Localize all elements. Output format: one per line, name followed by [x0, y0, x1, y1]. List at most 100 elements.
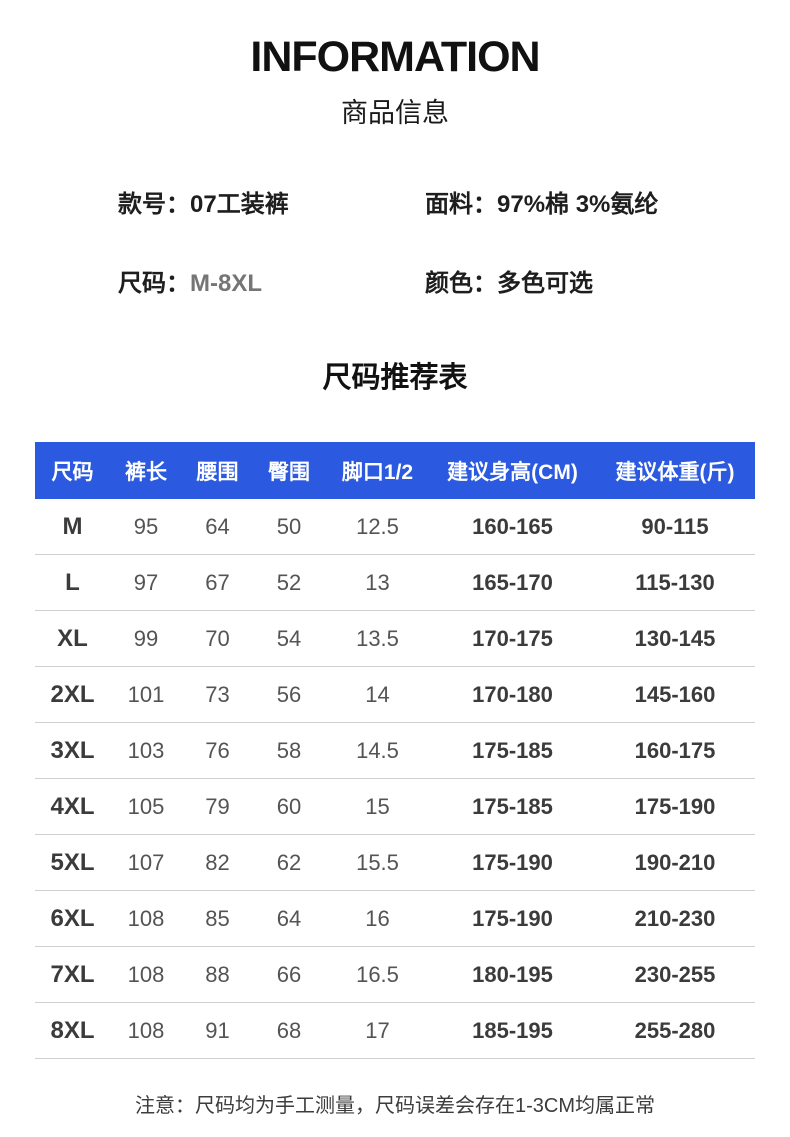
cell-weight: 210-230 — [634, 905, 716, 931]
product-info: 款号：07工装裤 面料：97%棉 3%氨纶 尺码：M-8XL 颜色：多色可选 — [118, 184, 790, 298]
cell-waist: 88 — [205, 961, 230, 987]
page-title: INFORMATION — [250, 33, 540, 81]
cell-height: 185-195 — [472, 1017, 553, 1043]
cell-waist: 64 — [205, 513, 230, 539]
cell-pant-length: 95 — [133, 513, 159, 539]
cell-height: 175-185 — [472, 793, 553, 819]
cell-height: 175-190 — [472, 905, 553, 931]
table-row: 5XL 107 82 62 15.5 175-190 190-210 — [35, 835, 755, 892]
page-subtitle: 商品信息 — [341, 98, 449, 129]
cell-height: 165-170 — [472, 569, 553, 595]
cell-size: XL — [57, 624, 88, 652]
cell-waist: 70 — [205, 625, 230, 651]
col-header-hip: 臀围 — [268, 460, 310, 484]
info-item-fabric: 面料：97%棉 3%氨纶 — [425, 184, 790, 219]
col-header-size: 尺码 — [51, 460, 94, 484]
cell-leg-opening: 17 — [365, 1017, 390, 1043]
cell-leg-opening: 13.5 — [356, 625, 399, 651]
info-value: 97%棉 3%氨纶 — [497, 191, 659, 219]
info-value: 07工装裤 — [190, 191, 289, 219]
info-label: 尺码： — [118, 270, 190, 298]
cell-waist: 85 — [205, 905, 230, 931]
cell-leg-opening: 15.5 — [356, 849, 399, 875]
footer-note: 注意：尺码均为手工测量，尺码误差会存在1-3CM均属正常 — [134, 1095, 655, 1118]
cell-waist: 79 — [205, 793, 230, 819]
cell-waist: 82 — [205, 849, 230, 875]
table-row: L 97 67 52 13 165-170 115-130 — [35, 555, 755, 612]
cell-pant-length: 99 — [133, 625, 159, 651]
cell-weight: 230-255 — [634, 961, 716, 987]
cell-height: 175-190 — [472, 849, 553, 875]
cell-pant-length: 105 — [127, 793, 165, 819]
cell-weight: 90-115 — [641, 513, 709, 539]
cell-weight: 145-160 — [634, 681, 716, 707]
cell-weight: 255-280 — [634, 1017, 716, 1043]
table-row: M 95 64 50 12.5 160-165 90-115 — [35, 499, 755, 556]
cell-leg-opening: 14 — [365, 681, 390, 707]
cell-height: 170-180 — [472, 681, 553, 707]
col-header-height: 建议身高(CM) — [447, 460, 578, 484]
col-header-leg-opening: 脚口1/2 — [341, 460, 414, 484]
title-block: INFORMATION 商品信息 — [0, 0, 790, 130]
cell-waist: 67 — [205, 569, 230, 595]
cell-leg-opening: 12.5 — [356, 513, 399, 539]
cell-hip: 54 — [276, 625, 302, 651]
info-item-color: 颜色：多色可选 — [425, 263, 790, 298]
cell-pant-length: 107 — [127, 849, 165, 875]
cell-pant-length: 108 — [127, 961, 165, 987]
cell-height: 180-195 — [472, 961, 553, 987]
cell-size: M — [62, 512, 83, 540]
cell-leg-opening: 13 — [365, 569, 390, 595]
cell-pant-length: 103 — [127, 737, 165, 763]
table-row: 6XL 108 85 64 16 175-190 210-230 — [35, 891, 755, 948]
cell-size: 2XL — [50, 680, 95, 708]
cell-waist: 76 — [205, 737, 230, 763]
info-label: 款号： — [118, 191, 190, 219]
cell-leg-opening: 16.5 — [356, 961, 399, 987]
table-row: 4XL 105 79 60 15 175-185 175-190 — [35, 779, 755, 836]
size-table-title: 尺码推荐表 — [322, 362, 468, 395]
cell-size: 4XL — [50, 792, 95, 820]
cell-weight: 130-145 — [634, 625, 716, 651]
table-row: 8XL 108 91 68 17 185-195 255-280 — [35, 1003, 755, 1060]
cell-pant-length: 97 — [133, 569, 159, 595]
col-header-waist: 腰围 — [196, 460, 239, 484]
cell-weight: 160-175 — [634, 737, 716, 763]
cell-leg-opening: 15 — [365, 793, 390, 819]
cell-hip: 62 — [276, 849, 302, 875]
table-header-row: 尺码 裤长 腰围 臀围 脚口1/2 建议身高(CM) 建议体重(斤) — [35, 442, 755, 500]
info-item-style-number: 款号：07工装裤 — [118, 184, 425, 219]
table-row: 3XL 103 76 58 14.5 175-185 160-175 — [35, 723, 755, 780]
info-label: 面料： — [425, 191, 497, 219]
cell-hip: 64 — [276, 905, 302, 931]
cell-weight: 115-130 — [635, 569, 715, 595]
col-header-weight: 建议体重(斤) — [615, 460, 735, 484]
cell-height: 170-175 — [472, 625, 553, 651]
info-item-size-range: 尺码：M-8XL — [118, 263, 425, 298]
info-value: M-8XL — [190, 270, 262, 298]
table-row: 7XL 108 88 66 16.5 180-195 230-255 — [35, 947, 755, 1004]
cell-size: 5XL — [50, 848, 95, 876]
cell-hip: 58 — [276, 737, 302, 763]
info-value: 多色可选 — [497, 270, 593, 298]
cell-hip: 66 — [276, 961, 302, 987]
cell-weight: 175-190 — [634, 793, 716, 819]
cell-waist: 73 — [205, 681, 230, 707]
cell-size: 7XL — [50, 960, 95, 988]
cell-height: 175-185 — [472, 737, 553, 763]
cell-weight: 190-210 — [634, 849, 716, 875]
info-label: 颜色： — [425, 270, 497, 298]
cell-height: 160-165 — [472, 513, 553, 539]
cell-size: 6XL — [50, 904, 95, 932]
cell-hip: 50 — [276, 513, 302, 539]
cell-waist: 91 — [205, 1017, 230, 1043]
cell-pant-length: 108 — [127, 905, 165, 931]
cell-size: 8XL — [50, 1016, 95, 1044]
col-header-pant-length: 裤长 — [125, 460, 167, 484]
cell-leg-opening: 14.5 — [356, 737, 399, 763]
cell-pant-length: 101 — [127, 681, 165, 707]
cell-hip: 68 — [276, 1017, 302, 1043]
cell-hip: 60 — [276, 793, 302, 819]
table-row: XL 99 70 54 13.5 170-175 130-145 — [35, 611, 755, 668]
